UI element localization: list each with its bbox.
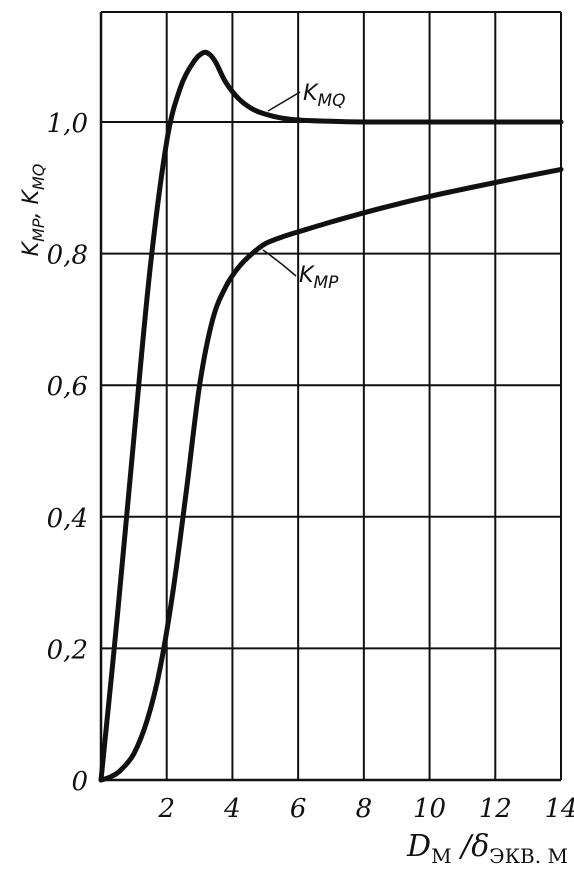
x-tick-label-6: 6 — [290, 794, 307, 824]
grid — [99, 11, 562, 782]
annotation-k-mp: KMP — [262, 249, 339, 293]
tick-labels: 2 4 6 8 10 12 14 0 0,2 0,4 0,6 0,8 1,0 — [47, 109, 574, 824]
x-tick-label-8: 8 — [356, 794, 373, 824]
x-tick-label-14: 14 — [544, 794, 574, 824]
y-tick-label-0_2: 0,2 — [47, 635, 88, 665]
svg-text:KMP: KMP — [299, 263, 339, 293]
series-line-k-mq — [98, 49, 564, 783]
curves — [98, 49, 564, 783]
y-tick-label-0: 0 — [71, 767, 88, 797]
x-tick-label-10: 10 — [413, 794, 446, 824]
y-tick-label-0_6: 0,6 — [47, 372, 88, 402]
leader-line-k-mq — [267, 91, 301, 112]
x-tick-label-12: 12 — [479, 794, 512, 824]
x-tick-label-2: 2 — [157, 794, 175, 824]
x-axis-label: DМ /δЭКВ. М — [406, 829, 568, 868]
y-tick-label-1: 1,0 — [47, 109, 88, 139]
y-tick-label-0_8: 0,8 — [47, 241, 88, 271]
y-axis-label: KMP, KMQ — [19, 164, 48, 257]
y-axis-label-k-mq: K — [19, 188, 44, 204]
svg-text:KMQ: KMQ — [303, 81, 346, 111]
series-line-k-mp — [98, 166, 564, 783]
y-axis-label-k-mp: K — [19, 240, 44, 256]
y-tick-label-0_4: 0,4 — [47, 504, 88, 534]
x-tick-label-4: 4 — [223, 794, 241, 824]
annotation-k-mq: KMQ — [267, 81, 346, 112]
leader-line-k-mp — [262, 249, 297, 277]
